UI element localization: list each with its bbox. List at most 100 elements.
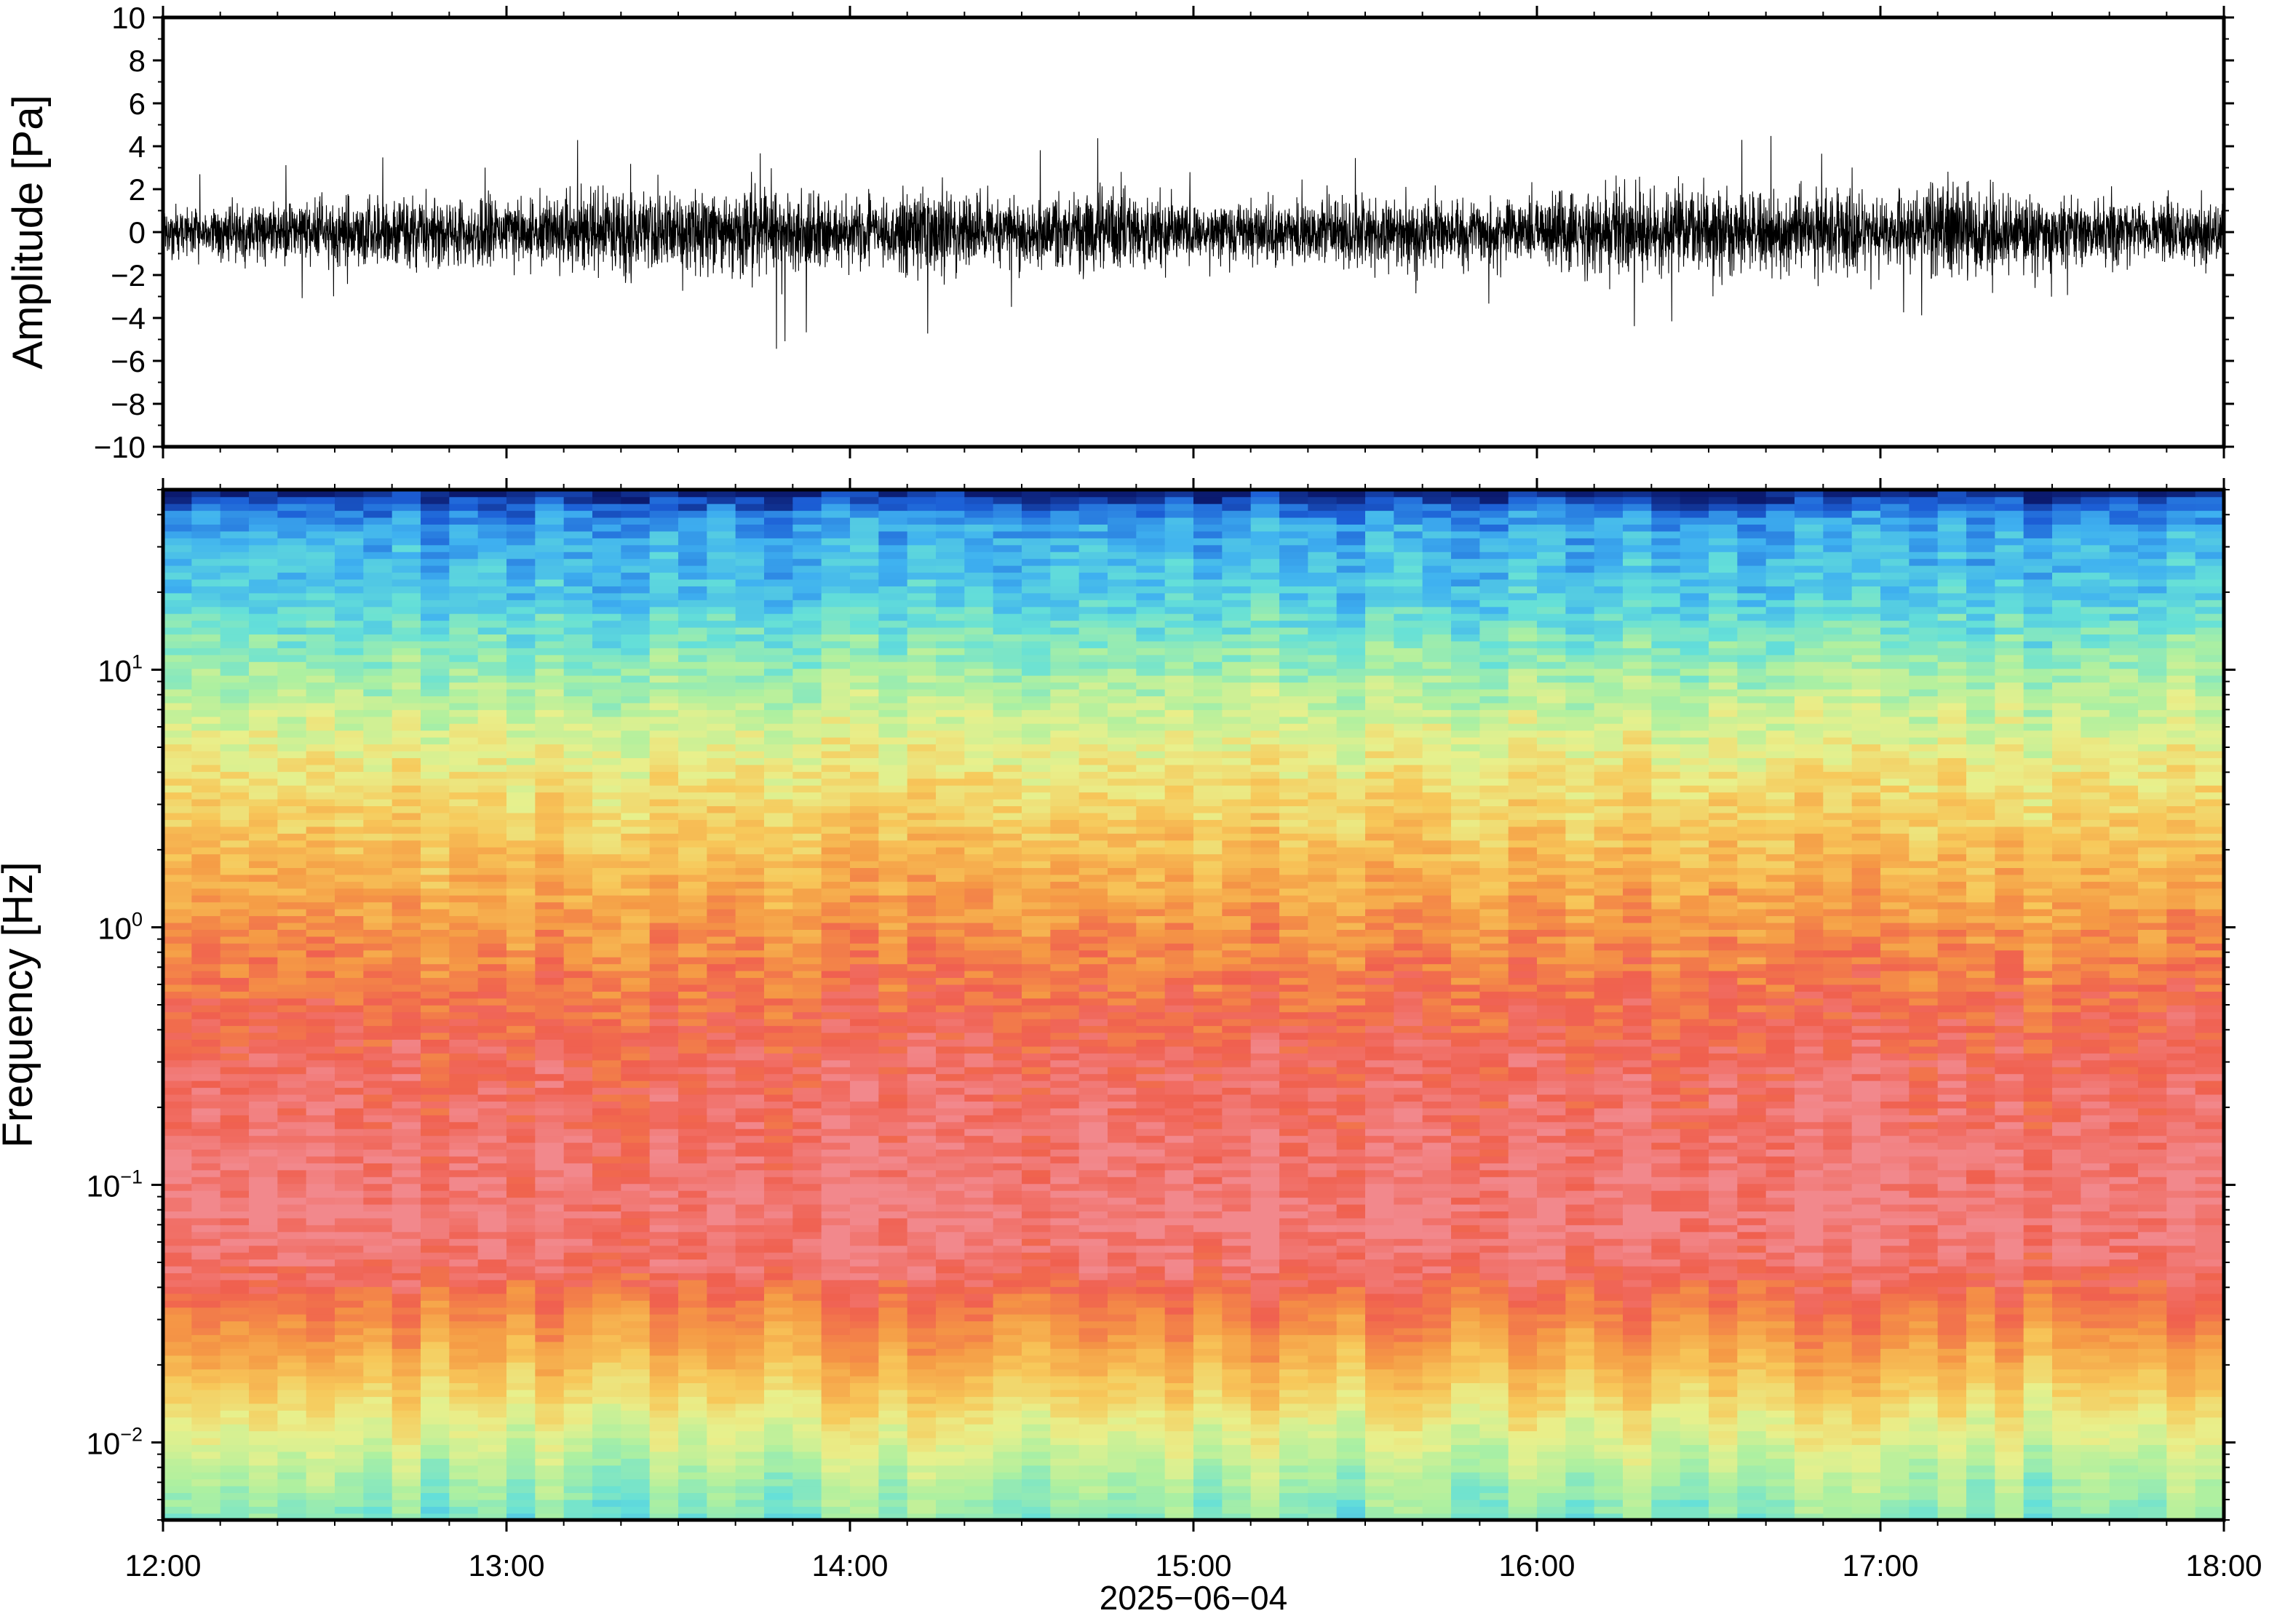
spectrogram-cell	[878, 1409, 908, 1418]
spectrogram-cell	[1909, 1073, 1939, 1081]
spectrogram-cell	[1565, 1375, 1595, 1383]
spectrogram-cell	[1909, 1348, 1939, 1356]
spectrogram-cell	[621, 1211, 651, 1219]
spectrogram-cell	[1995, 1396, 2024, 1404]
spectrogram-cell	[2195, 1128, 2224, 1137]
spectrogram-cell	[392, 1444, 421, 1452]
spectrogram-cell	[1966, 1396, 1996, 1404]
spectrogram-cell	[907, 1197, 937, 1205]
spectrogram-cell	[1336, 1417, 1366, 1425]
spectrogram-cell	[2166, 1169, 2196, 1177]
spectrogram-cell	[191, 1080, 221, 1088]
spectrogram-cell	[1594, 1245, 1624, 1253]
spectrogram-cell	[792, 1259, 822, 1267]
spectrogram-cell	[993, 1211, 1022, 1219]
spectrogram-cell	[191, 1382, 221, 1390]
spectrogram-cell	[621, 1279, 651, 1287]
spectrogram-cell	[621, 1321, 651, 1329]
spectrogram-cell	[1451, 1334, 1481, 1342]
spectrogram-cell	[1365, 1471, 1395, 1480]
spectrogram-cell	[1078, 1259, 1108, 1267]
spectrogram-cell	[1623, 1183, 1653, 1191]
spectrogram-cell	[363, 1225, 393, 1233]
spectrogram-cell	[2166, 1299, 2196, 1308]
spectrogram-cell	[1308, 1451, 1338, 1459]
spectrogram-cell	[1851, 1142, 1881, 1150]
spectrogram-cell	[1222, 1361, 1252, 1370]
spectrogram-cell	[1537, 1485, 1567, 1494]
spectrogram-cell	[1709, 1115, 1738, 1123]
spectrogram-cell	[592, 1094, 622, 1102]
spectrogram-cell	[993, 1355, 1022, 1363]
spectrogram-cell	[1823, 1273, 1853, 1281]
spectrogram-cell	[1651, 1183, 1681, 1191]
spectrogram-cell	[1078, 1115, 1108, 1123]
spectrogram-cell	[592, 1423, 622, 1432]
spectrogram-cell	[2023, 1183, 2053, 1191]
spectrogram-cell	[1680, 1375, 1709, 1383]
spectrogram-cell	[1451, 1423, 1481, 1432]
spectrogram-cell	[392, 1279, 421, 1287]
spectrogram-cell	[1537, 1355, 1567, 1363]
spectrogram-cell	[335, 1471, 365, 1480]
spectrogram-cell	[1651, 1299, 1681, 1308]
spectrogram-cell	[792, 1396, 822, 1404]
spectrogram-cell	[421, 1094, 450, 1102]
spectrogram-cell	[1709, 1149, 1738, 1157]
spectrogram-cell	[649, 1265, 679, 1273]
y-tick-label: −8	[111, 387, 146, 421]
spectrogram-cell	[220, 1080, 250, 1088]
spectrogram-cell	[1136, 1080, 1166, 1088]
spectrogram-cell	[535, 1203, 565, 1211]
spectrogram-cell	[1680, 1485, 1709, 1494]
spectrogram-cell	[1737, 1059, 1767, 1067]
spectrogram-cell	[2023, 1197, 2053, 1205]
spectrogram-cell	[1995, 1361, 2024, 1370]
spectrogram-cell	[592, 1149, 622, 1157]
spectrogram-cell	[1795, 1245, 1824, 1253]
spectrogram-cell	[191, 1238, 221, 1246]
spectrogram-cell	[964, 1458, 994, 1466]
spectrogram-cell	[220, 1286, 250, 1294]
spectrogram-cell	[1250, 1231, 1280, 1239]
spectrogram-cell	[1193, 1506, 1223, 1514]
spectrogram-cell	[335, 1142, 365, 1150]
spectrogram-cell	[163, 1382, 193, 1390]
spectrogram-cell	[792, 1451, 822, 1459]
spectrogram-cell	[764, 1121, 794, 1129]
spectrogram-cell	[878, 1238, 908, 1246]
spectrogram-cell	[707, 1265, 736, 1273]
spectrogram-cell	[1966, 1458, 1996, 1466]
spectrogram-cell	[850, 1245, 880, 1253]
spectrogram-cell	[421, 1059, 450, 1067]
spectrogram-cell	[277, 1465, 307, 1473]
spectrogram-cell	[2023, 1403, 2053, 1411]
spectrogram-cell	[735, 1225, 765, 1233]
spectrogram-cell	[993, 1451, 1022, 1459]
spectrogram-cell	[1909, 1409, 1939, 1418]
spectrogram-cell	[1623, 1107, 1653, 1115]
spectrogram-cell	[1136, 1478, 1166, 1486]
spectrogram-cell	[1823, 1177, 1853, 1185]
spectrogram-cell	[1765, 1437, 1795, 1445]
spectrogram-cell	[1623, 1513, 1653, 1520]
spectrogram-cell	[792, 1307, 822, 1315]
spectrogram-cell	[850, 1121, 880, 1129]
spectrogram-cell	[821, 1478, 851, 1486]
spectrogram-cell	[249, 1094, 279, 1102]
spectrogram-cell	[277, 1142, 307, 1150]
spectrogram-cell	[191, 1203, 221, 1211]
spectrogram-cell	[993, 1163, 1022, 1171]
spectrogram-cell	[1050, 1437, 1080, 1445]
spectrogram-cell	[1537, 1423, 1567, 1432]
spectrogram-cell	[2023, 1513, 2053, 1520]
spectrogram-cell	[621, 1203, 651, 1211]
spectrogram-cell	[2081, 1437, 2110, 1445]
spectrogram-cell	[1451, 1273, 1481, 1281]
spectrogram-cell	[1651, 1382, 1681, 1390]
spectrogram-cell	[1164, 1245, 1194, 1253]
spectrogram-cell	[449, 1492, 479, 1500]
spectrogram-cell	[1250, 1313, 1280, 1322]
spectrogram-cell	[821, 1107, 851, 1115]
spectrogram-cell	[1050, 1465, 1080, 1473]
